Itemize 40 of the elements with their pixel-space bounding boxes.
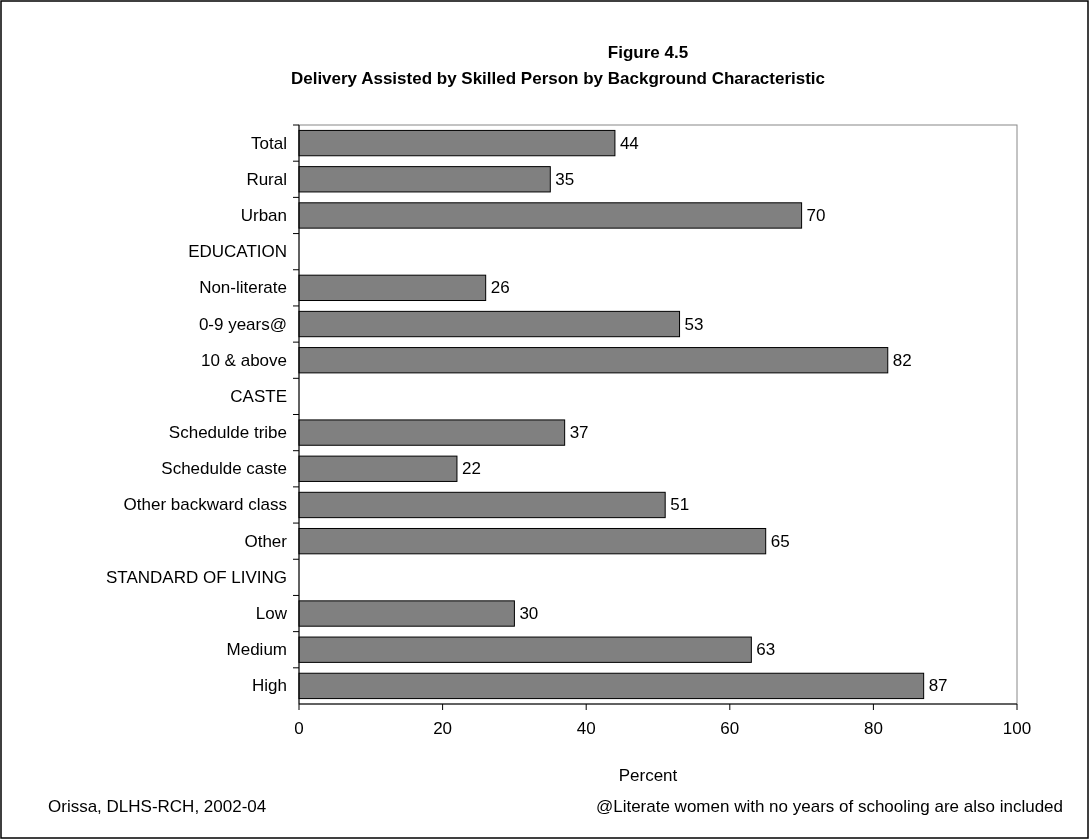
- y-tick-label: 10 & above: [200, 350, 287, 370]
- data-label: 63: [756, 640, 776, 660]
- chart-title: Figure 4.5: [607, 43, 689, 62]
- y-tick-label: High: [252, 676, 287, 696]
- data-label: 53: [684, 314, 704, 334]
- x-tick-label: 40: [576, 719, 596, 738]
- y-tick-label: CASTE: [230, 386, 287, 406]
- data-label: 30: [519, 604, 539, 624]
- y-tick-label: Urban: [240, 205, 287, 225]
- text: @Literate women with no years of schooling are also included: [595, 797, 1063, 816]
- data-label: 37: [569, 423, 589, 443]
- data-label: 65: [770, 531, 790, 551]
- y-tick-label: Other backward class: [123, 495, 287, 515]
- y-tick-label: Non-literate: [199, 278, 287, 298]
- data-label: 51: [670, 495, 690, 515]
- data-label: 82: [892, 350, 912, 370]
- y-tick-label: Rural: [246, 169, 287, 189]
- x-tick-label: 80: [863, 719, 883, 738]
- y-tick-label: Schedulde tribe: [168, 423, 287, 443]
- x-axis-title: Percent: [618, 766, 678, 785]
- y-tick-label: Other: [244, 531, 288, 551]
- data-label: 44: [619, 133, 639, 153]
- x-tick-label: 20: [433, 719, 453, 738]
- text: Orissa, DLHS-RCH, 2002-04: [48, 797, 267, 816]
- y-tick-label: Medium: [226, 640, 287, 660]
- y-tick-label: Low: [255, 604, 288, 624]
- data-label: 22: [461, 459, 481, 479]
- y-tick-label: 0-9 years@: [198, 314, 287, 334]
- data-label: 70: [806, 205, 826, 225]
- y-tick-label: Total: [251, 133, 287, 153]
- x-tick-label: 60: [720, 719, 740, 738]
- x-tick-label: 0: [294, 719, 304, 738]
- chart-subtitle: Delivery Assisted by Skilled Person by Background Characteristic: [290, 69, 826, 88]
- y-tick-label: STANDARD OF LIVING: [105, 567, 287, 587]
- y-tick-label: EDUCATION: [188, 242, 287, 262]
- x-tick-label: 100: [1002, 719, 1032, 738]
- data-label: 26: [490, 278, 510, 298]
- data-label: 87: [928, 676, 948, 696]
- y-tick-label: Schedulde caste: [161, 459, 287, 479]
- data-label: 35: [555, 169, 575, 189]
